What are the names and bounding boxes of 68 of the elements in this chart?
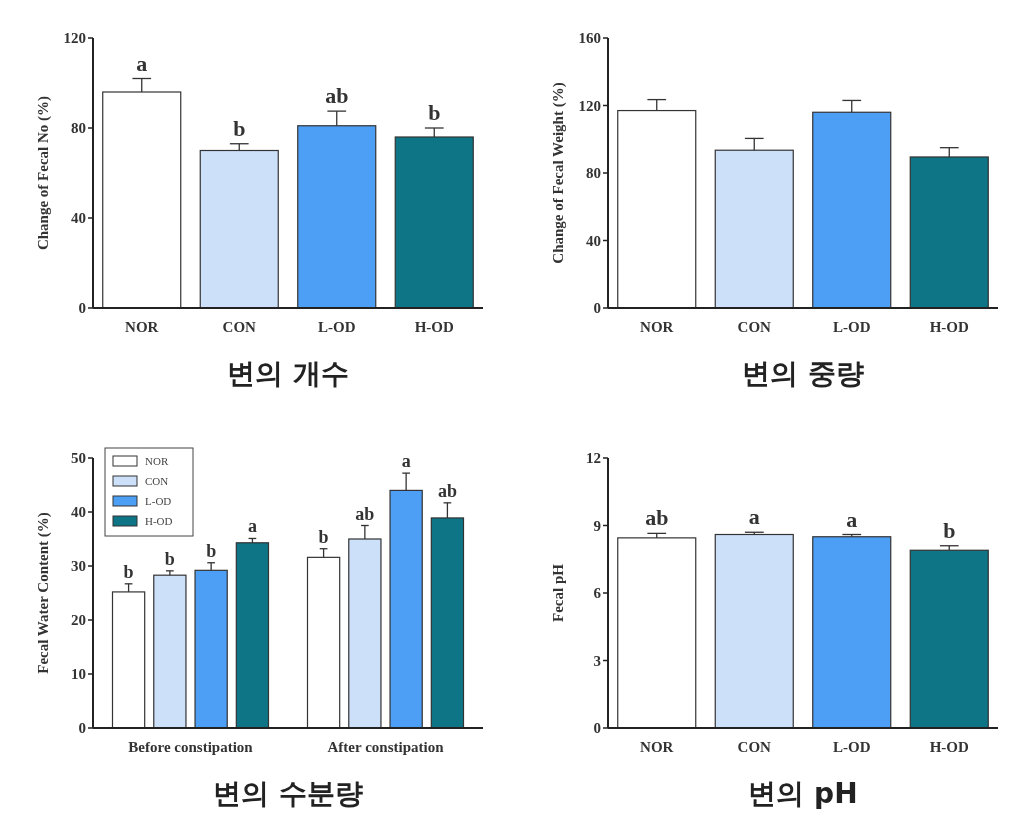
bar bbox=[617, 537, 697, 729]
y-tick-label: 80 bbox=[586, 165, 601, 182]
y-tick-label: 6 bbox=[593, 585, 602, 602]
y-axis-title: Change of Fecal No (%) bbox=[35, 95, 52, 251]
annotation: ab bbox=[437, 480, 457, 501]
y-axis-title: Fecal Water Content (%) bbox=[35, 512, 52, 674]
y-tick-label: 120 bbox=[578, 97, 601, 114]
text: 변의 중량 bbox=[742, 357, 864, 390]
x-tick-label: CON bbox=[737, 319, 772, 335]
x-tick-label: Before constipation bbox=[128, 739, 254, 755]
x-tick-label: L-OD bbox=[833, 739, 871, 755]
annotation: a bbox=[748, 504, 760, 530]
x-tick-label: H-OD bbox=[929, 739, 969, 755]
annotation: a bbox=[401, 451, 411, 472]
legend-label: H-OD bbox=[145, 514, 173, 527]
annotation: b bbox=[943, 517, 956, 543]
x-tick-label: After constipation bbox=[327, 739, 445, 755]
x-tick-label: L-OD bbox=[833, 319, 871, 335]
annotation: b bbox=[428, 100, 441, 125]
text: 변의 개수 bbox=[227, 357, 349, 390]
x-tick-label: CON bbox=[737, 739, 772, 755]
y-tick-label: 30 bbox=[71, 558, 86, 575]
y-tick-label: 9 bbox=[593, 517, 601, 534]
y-axis-title: Change of Fecal Weight (%) bbox=[550, 82, 567, 264]
annotation: a bbox=[136, 50, 148, 76]
x-tick-label: H-OD bbox=[929, 319, 969, 335]
legend-label: L-OD bbox=[145, 494, 172, 507]
y-tick-label: 0 bbox=[593, 720, 601, 737]
annotation: a bbox=[846, 506, 858, 532]
x-tick-label: L-OD bbox=[318, 319, 356, 335]
y-tick-label: 40 bbox=[71, 504, 86, 521]
y-tick-label: 50 bbox=[71, 450, 86, 467]
y-tick-label: 0 bbox=[78, 720, 86, 737]
bar bbox=[153, 574, 187, 729]
annotation: b bbox=[233, 115, 246, 141]
y-tick-label: 120 bbox=[63, 30, 86, 47]
x-tick-label: NOR bbox=[640, 319, 674, 335]
y-tick-label: 160 bbox=[578, 30, 601, 47]
legend-label: CON bbox=[145, 474, 169, 487]
x-tick-label: H-OD bbox=[414, 319, 454, 335]
annotation: a bbox=[247, 516, 257, 537]
annotation: ab bbox=[645, 505, 669, 531]
x-tick-label: NOR bbox=[640, 739, 674, 755]
y-tick-label: 0 bbox=[593, 300, 601, 317]
text: 변의 수분량 bbox=[213, 777, 363, 810]
y-tick-label: 0 bbox=[78, 300, 86, 317]
legend-label: NOR bbox=[145, 454, 169, 467]
annotation: b bbox=[164, 548, 175, 569]
y-tick-label: 10 bbox=[71, 666, 86, 683]
y-tick-label: 40 bbox=[71, 210, 86, 227]
text: 변의 pH bbox=[748, 777, 858, 810]
y-tick-label: 20 bbox=[71, 612, 86, 629]
annotation: b bbox=[123, 561, 134, 582]
bar bbox=[909, 549, 989, 729]
y-axis-title: Fecal pH bbox=[550, 563, 566, 622]
bar bbox=[235, 542, 270, 729]
x-tick-label: CON bbox=[222, 319, 257, 335]
annotation: b bbox=[206, 540, 217, 561]
y-tick-label: 3 bbox=[593, 652, 601, 669]
y-tick-label: 40 bbox=[586, 232, 601, 249]
bar bbox=[714, 533, 794, 729]
y-tick-label: 12 bbox=[586, 450, 601, 467]
annotation: ab bbox=[325, 83, 349, 109]
x-tick-label: NOR bbox=[125, 319, 159, 335]
y-tick-label: 80 bbox=[71, 120, 86, 137]
annotation: ab bbox=[355, 503, 375, 524]
bar bbox=[812, 536, 892, 729]
annotation: b bbox=[318, 526, 329, 547]
